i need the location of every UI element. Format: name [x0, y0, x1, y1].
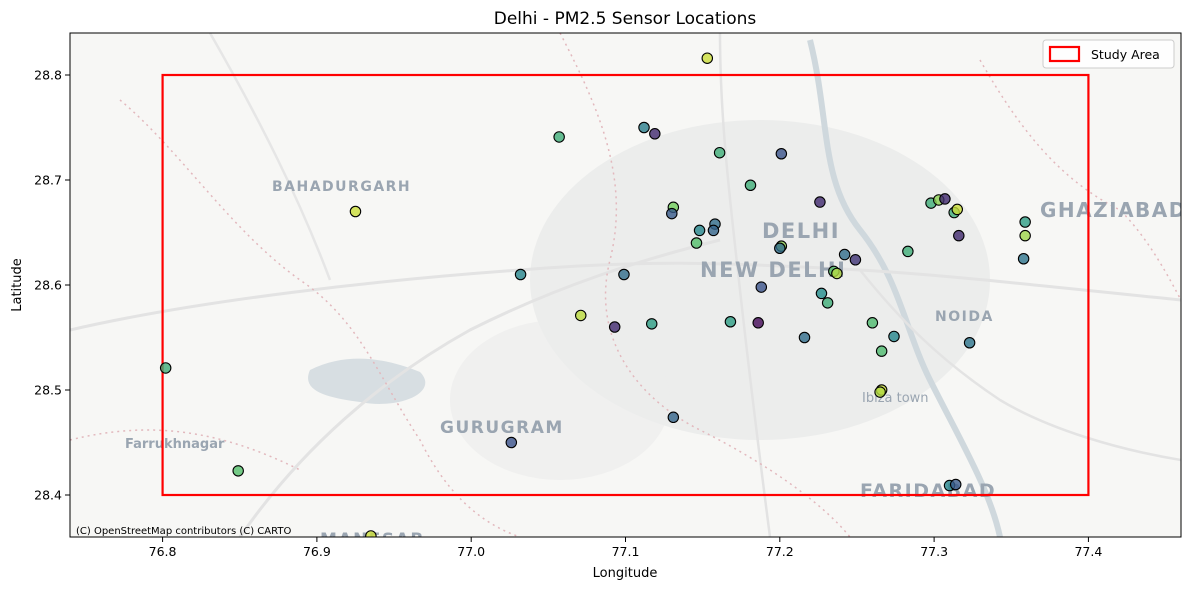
sensor-point — [775, 148, 788, 160]
sensor-point — [755, 281, 768, 293]
chart-title: Delhi - PM2.5 Sensor Locations — [494, 9, 757, 29]
sensor-point — [514, 268, 527, 281]
sensor-point — [649, 128, 661, 140]
legend: Study Area — [1042, 39, 1175, 69]
basemap-label-noida: NOIDA — [935, 309, 994, 325]
basemap-label-ibiza-town: Ibiza town — [862, 391, 929, 406]
sensor-point — [814, 196, 826, 208]
sensor-point — [875, 345, 888, 357]
sensor-point — [949, 478, 962, 491]
sensor-point — [645, 318, 658, 330]
sensor-point — [638, 121, 650, 134]
sensor-point — [505, 436, 518, 449]
sensor-point — [866, 317, 879, 329]
basemap: BAHADURGARH DELHI NEW DELHI GHAZIABAD NO… — [70, 33, 1187, 537]
sensor-point — [953, 229, 965, 242]
x-axis-ticks: 76.8 76.9 77.0 77.1 77.2 77.3 77.4 — [149, 537, 1102, 559]
y-tick-label: 28.7 — [34, 173, 62, 188]
sensor-point — [821, 297, 834, 309]
y-tick-label: 28.4 — [34, 488, 62, 503]
sensor-point — [951, 203, 964, 216]
sensor-point — [902, 245, 914, 258]
sensor-point — [963, 336, 976, 349]
sensor-point — [666, 207, 678, 220]
sensor-point — [713, 146, 726, 159]
y-tick-label: 28.8 — [34, 68, 62, 83]
sensor-point — [608, 321, 621, 333]
legend-swatch-study-area — [1048, 45, 1081, 63]
sensor-point — [724, 315, 737, 328]
legend-label-study-area: Study Area — [1091, 47, 1160, 62]
y-tick-label: 28.6 — [34, 278, 62, 293]
basemap-label-delhi: DELHI — [762, 219, 840, 243]
basemap-label-new-delhi: NEW DELHI — [700, 258, 846, 282]
y-tick-label: 28.5 — [34, 383, 62, 398]
sensor-point — [815, 287, 828, 300]
sensor-point — [1019, 229, 1031, 242]
study-area-rectangle — [161, 73, 1090, 497]
sensor-point — [618, 268, 630, 281]
basemap-label-faridabad: FARIDABAD — [860, 480, 996, 502]
sensor-point — [159, 362, 172, 374]
sensor-point — [1017, 253, 1030, 265]
sensor-point — [838, 248, 851, 261]
y-axis-ticks: 28.4 28.5 28.6 28.7 28.8 — [34, 68, 70, 503]
sensor-point — [707, 224, 720, 237]
x-tick-label: 77.3 — [920, 544, 948, 559]
sensor-point — [939, 193, 951, 205]
sensor-point — [849, 254, 862, 266]
basemap-label-bahadurgarh: BAHADURGARH — [272, 179, 411, 195]
sensor-point — [553, 131, 565, 143]
sensor-point — [701, 52, 714, 64]
x-tick-label: 77.0 — [457, 544, 485, 559]
x-tick-label: 77.1 — [612, 544, 640, 559]
basemap-label-ghaziabad: GHAZIABAD — [1040, 198, 1187, 222]
y-axis-label: Latitude — [10, 258, 25, 312]
sensor-point — [690, 237, 703, 249]
x-tick-label: 76.8 — [149, 544, 177, 559]
sensor-point — [831, 267, 843, 280]
sensor-point — [365, 530, 377, 537]
sensor-point — [1019, 216, 1031, 228]
x-tick-label: 76.9 — [303, 544, 331, 559]
sensor-point — [232, 465, 244, 477]
basemap-label-farrukhnagar: Farrukhnagar — [125, 437, 225, 452]
sensor-point — [798, 331, 811, 344]
sensor-point — [888, 330, 900, 343]
sensor-point — [349, 205, 362, 218]
sensor-point — [667, 411, 680, 424]
x-tick-label: 77.4 — [1074, 544, 1102, 559]
map-attribution: (C) OpenStreetMap contributors (C) CARTO — [76, 526, 291, 537]
basemap-label-gurugram: GURUGRAM — [440, 418, 564, 438]
sensor-point — [752, 317, 764, 329]
sensor-point — [744, 179, 757, 192]
sensor-point — [774, 242, 786, 255]
sensor-point — [575, 309, 587, 322]
x-axis-label: Longitude — [593, 566, 658, 581]
sensor-point — [874, 386, 886, 398]
x-tick-label: 77.2 — [766, 544, 794, 559]
sensor-point — [693, 224, 706, 237]
sensor-points — [159, 52, 1031, 537]
